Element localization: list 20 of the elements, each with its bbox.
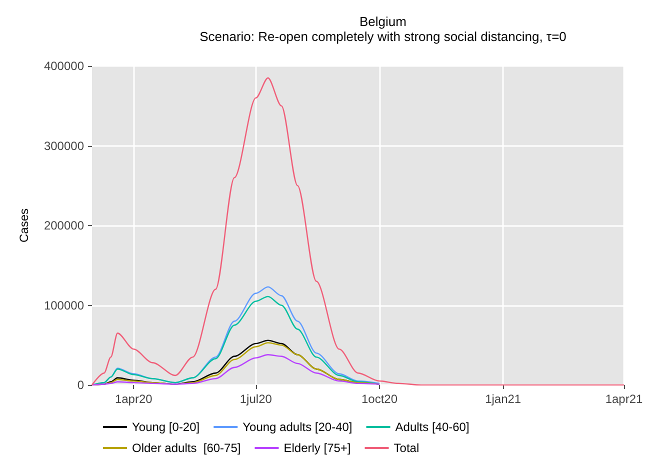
y-tick-label: 0 [77,378,84,392]
legend-label: Young adults [20-40] [242,420,352,434]
line-series [91,354,380,386]
x-tick-label: 1oct20 [361,392,398,406]
x-tick-label: 1apr20 [114,392,153,406]
legend-label: Young [0-20] [132,420,200,434]
y-tick-label: 300000 [44,138,84,153]
legend-label: Older adults [60-75] [132,441,241,455]
legend-label: Elderly [75+] [284,441,351,455]
legend-label: Total [394,441,420,455]
y-tick-label: 100000 [44,298,84,312]
chart-subtitle: Scenario: Re-open completely with strong social distancing, τ=0 [200,29,566,44]
y-tick-label: 200000 [44,218,84,232]
x-tick-label: 1jul20 [240,392,272,406]
y-axis-title: Cases [17,208,31,243]
y-tick-label: 400000 [44,59,84,73]
x-tick-label: 1jan21 [485,392,522,406]
legend-label: Adults [40-60] [395,420,470,434]
x-tick-label: 1apr21 [605,392,644,406]
chart-title: Belgium [360,14,406,29]
